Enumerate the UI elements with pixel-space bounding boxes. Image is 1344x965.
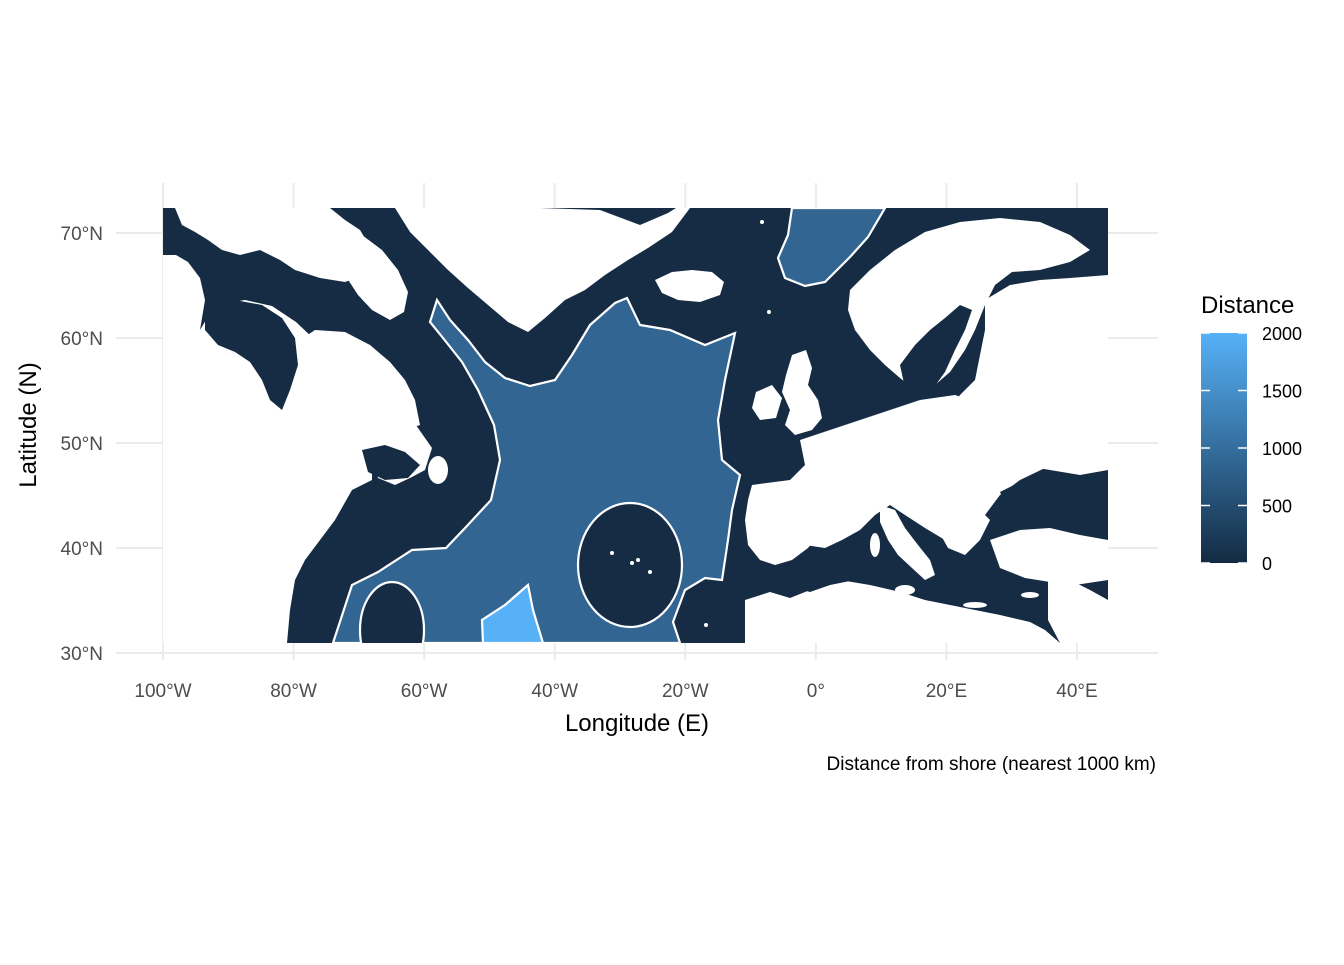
mediterranean-sea [790, 540, 1045, 615]
land-anatolia [990, 528, 1108, 585]
land-iceland [655, 270, 724, 302]
y-axis-ticks: 30°N 40°N 50°N 60°N 70°N [61, 224, 103, 665]
land-balkans [930, 495, 990, 555]
y-tick-label: 50°N [61, 434, 103, 455]
legend-ticks: 0 500 1000 1500 2000 [1201, 324, 1302, 574]
gulf-st-lawrence [362, 445, 420, 480]
baltic-sea [900, 305, 972, 398]
x-tick-label: 0° [807, 681, 825, 702]
x-tick-label: 60°W [401, 681, 448, 702]
faroe-island [767, 310, 771, 314]
land-scandinavia [848, 218, 1090, 390]
azores-island [610, 551, 614, 555]
x-axis-ticks: 100°W 80°W 60°W 40°W 20°W 0° 20°E 40°E [134, 681, 1097, 702]
caption: Distance from shore (nearest 1000 km) [827, 754, 1156, 775]
hudson-bay [205, 300, 298, 410]
x-axis-title: Longitude (E) [565, 710, 709, 737]
bermuda-shelf [358, 580, 426, 643]
azores-island [630, 561, 634, 565]
legend-tick-label: 1500 [1262, 382, 1302, 402]
y-tick-label: 40°N [61, 539, 103, 560]
inland-seas [205, 300, 1085, 615]
madeira-island [704, 623, 708, 627]
azores-island [636, 558, 640, 562]
x-tick-label: 20°W [662, 681, 709, 702]
cyprus-island [1021, 592, 1039, 598]
crete-island [963, 602, 987, 608]
x-tick-label: 100°W [134, 681, 191, 702]
legend-tick-label: 0 [1262, 554, 1272, 574]
land-north-africa [745, 580, 1060, 643]
legend-tick-label: 1000 [1262, 439, 1302, 459]
land-italy [880, 505, 935, 580]
corsica-island [870, 533, 880, 557]
y-tick-label: 30°N [61, 644, 103, 665]
legend-title: Distance [1201, 292, 1294, 319]
ocean-band-1000-norwegian-sea [776, 208, 887, 288]
x-tick-label: 80°W [270, 681, 317, 702]
azores-shelf [576, 501, 684, 629]
legend-tick-label: 500 [1262, 497, 1292, 517]
ocean-band-2000 [480, 582, 545, 643]
land [163, 208, 1108, 643]
legend-tick-label: 2000 [1262, 324, 1302, 344]
y-axis-title: Latitude (N) [15, 362, 42, 487]
land-arctic-archipelago [175, 208, 372, 282]
x-tick-label: 20°E [926, 681, 967, 702]
black-sea [1000, 478, 1085, 522]
map-layer [163, 208, 1108, 643]
y-tick-label: 60°N [61, 329, 103, 350]
land-greenland [395, 208, 690, 332]
land-hudson-east [300, 330, 420, 430]
small-islands [428, 220, 1039, 627]
x-tick-label: 40°E [1056, 681, 1097, 702]
azores-island [648, 570, 652, 574]
land-iberia [745, 480, 828, 565]
land-levant [1048, 580, 1108, 643]
land-great-britain [782, 350, 822, 435]
legend: Distance 0 500 1000 1500 2000 [1201, 292, 1302, 574]
x-tick-label: 40°W [531, 681, 578, 702]
land-ireland [752, 385, 782, 420]
newfoundland-island [428, 456, 448, 484]
land-baffin [340, 235, 408, 320]
jan-mayen-island [760, 220, 764, 224]
y-tick-label: 70°N [61, 224, 103, 245]
sicily-island [895, 585, 915, 595]
